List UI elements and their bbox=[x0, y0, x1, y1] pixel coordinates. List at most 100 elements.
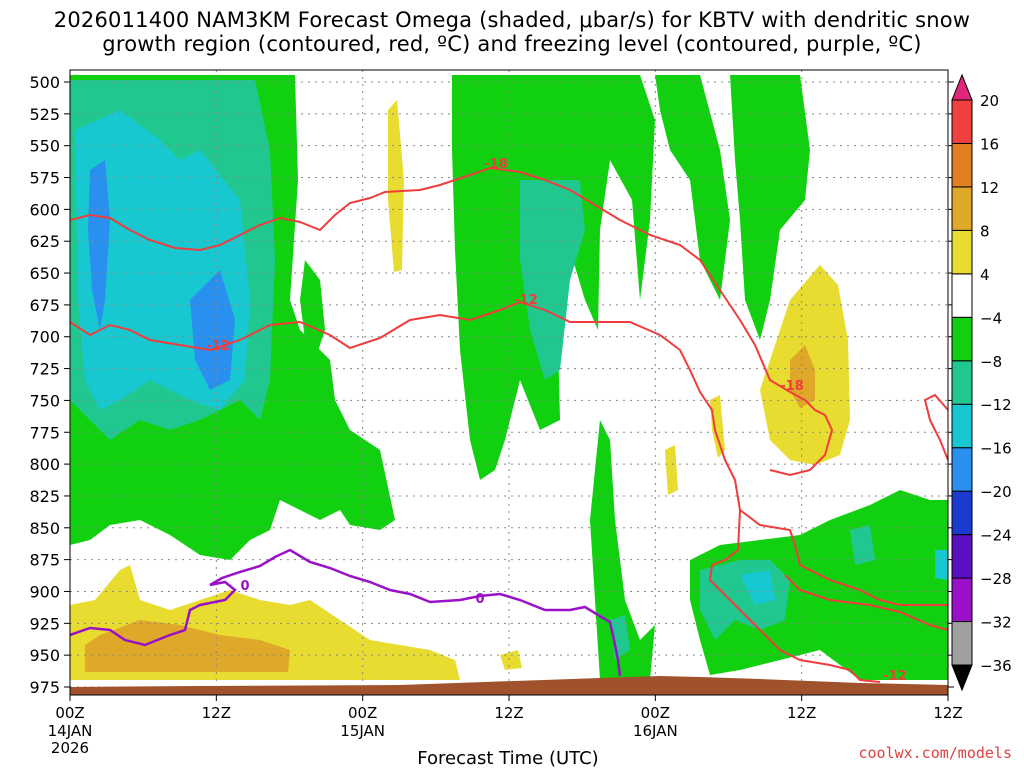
omega-region-blue bbox=[190, 270, 235, 390]
x-tick-label: 00Z bbox=[641, 704, 670, 722]
terrain-surface bbox=[70, 676, 948, 695]
y-tick-label: 800 bbox=[29, 455, 60, 474]
dgz-contour-minus12 bbox=[70, 300, 881, 683]
colorbar-segment bbox=[951, 403, 973, 449]
colorbar-label: −36 bbox=[980, 657, 1012, 675]
dgz-contour-minus18-right bbox=[923, 393, 948, 461]
omega-region-teal bbox=[520, 180, 585, 380]
y-tick-label: 900 bbox=[29, 582, 60, 601]
y-tick-label: 875 bbox=[29, 551, 60, 570]
omega-region-yellow bbox=[665, 445, 678, 495]
colorbar-segment bbox=[951, 186, 973, 231]
contour-label: -18 bbox=[484, 157, 508, 172]
y-tick-label: 750 bbox=[29, 391, 60, 410]
x-tick-date: 15JAN bbox=[340, 722, 385, 740]
colorbar-label: −12 bbox=[980, 396, 1012, 414]
dgz-contour-minus12-right bbox=[784, 574, 948, 631]
colorbar-segment bbox=[951, 621, 973, 666]
x-tick-label: 12Z bbox=[787, 704, 816, 722]
y-tick-label: 500 bbox=[29, 73, 60, 92]
x-tick-date: 16JAN bbox=[633, 722, 678, 740]
colorbar-segment bbox=[951, 490, 973, 536]
colorbar-label: 8 bbox=[980, 222, 990, 240]
omega-region-green bbox=[655, 75, 730, 300]
colorbar-segment bbox=[951, 534, 973, 579]
colorbar-segment bbox=[951, 577, 973, 623]
colorbar-label: −4 bbox=[980, 309, 1002, 327]
colorbar-label: −32 bbox=[980, 614, 1012, 632]
y-tick-label: 525 bbox=[29, 105, 60, 124]
omega-region-cyan bbox=[935, 550, 948, 580]
contour-label: 0 bbox=[240, 579, 249, 594]
omega-region-green bbox=[590, 420, 655, 680]
x-tick-label: 12Z bbox=[933, 704, 962, 722]
chart-title-line-1: 2026011400 NAM3KM Forecast Omega (shaded… bbox=[53, 8, 971, 32]
x-tick-label: 00Z bbox=[348, 704, 377, 722]
contour-label: 0 bbox=[475, 592, 484, 607]
x-tick-label: 12Z bbox=[202, 704, 231, 722]
omega-region-orange bbox=[790, 345, 815, 408]
omega-region-yellow bbox=[710, 395, 725, 458]
omega-region-yellow bbox=[500, 650, 522, 670]
colorbar-label: −24 bbox=[980, 527, 1012, 545]
y-tick-label: 625 bbox=[29, 232, 60, 251]
colorbar-label: −28 bbox=[980, 570, 1012, 588]
y-tick-label: 775 bbox=[29, 423, 60, 442]
omega-shading bbox=[70, 75, 948, 680]
freezing-level-contours bbox=[70, 548, 622, 677]
y-tick-label: 925 bbox=[29, 614, 60, 633]
dgz-contour-lower bbox=[739, 509, 948, 606]
contour-label: -18 bbox=[780, 379, 804, 394]
x-tick-year: 2026 bbox=[51, 739, 89, 757]
colorbar-segment bbox=[951, 142, 973, 188]
y-tick-label: 550 bbox=[29, 137, 60, 156]
colorbar-label: 12 bbox=[980, 179, 999, 197]
x-tick-date: 14JAN bbox=[48, 722, 93, 740]
y-tick-label: 675 bbox=[29, 296, 60, 315]
dgz-contour-minus18 bbox=[70, 166, 834, 477]
colorbar-label: −20 bbox=[980, 483, 1012, 501]
y-tick-label: 700 bbox=[29, 328, 60, 347]
x-tick-label: 12Z bbox=[494, 704, 523, 722]
omega-region-green bbox=[690, 490, 948, 680]
y-tick-label: 850 bbox=[29, 519, 60, 538]
contour-label: -12 bbox=[206, 339, 230, 354]
omega-region-green bbox=[300, 260, 325, 360]
freezing-level-line bbox=[70, 548, 622, 677]
colorbar-label: −8 bbox=[980, 353, 1002, 371]
colorbar-segment bbox=[951, 316, 973, 362]
credit-text: coolwx.com/models bbox=[858, 744, 1012, 762]
y-tick-label: 575 bbox=[29, 169, 60, 188]
omega-region-green bbox=[730, 75, 810, 340]
chart-title-line-2: growth region (contoured, red, ºC) and f… bbox=[102, 32, 922, 56]
y-tick-label: 600 bbox=[29, 200, 60, 219]
contour-label: -12 bbox=[514, 293, 538, 308]
y-tick-label: 725 bbox=[29, 360, 60, 379]
dgz-contours bbox=[70, 166, 948, 683]
colorbar-segment bbox=[951, 229, 973, 275]
omega-region-blue bbox=[88, 160, 110, 330]
colorbar-arrow-bottom bbox=[951, 664, 973, 692]
colorbar-arrow-top bbox=[951, 73, 973, 101]
colorbar-label: 20 bbox=[980, 92, 999, 110]
y-axis: 500 525 550 575 600 625 650 675 700 725 750 775 800 8… bbox=[29, 73, 954, 697]
x-tick-label: 00Z bbox=[55, 704, 84, 722]
y-tick-label: 825 bbox=[29, 487, 60, 506]
colorbar-label: 16 bbox=[980, 135, 999, 153]
colorbar: 20 16 12 8 4 −4 −8 −12 −16 −20 −24 −28 −32 −36 bbox=[951, 73, 1012, 692]
colorbar-segment bbox=[951, 273, 973, 318]
colorbar-label: 4 bbox=[980, 266, 990, 284]
colorbar-segment bbox=[951, 99, 973, 144]
contour-labels: -18 -12 -12 -18 -12 0 0 bbox=[206, 157, 907, 684]
y-tick-label: 650 bbox=[29, 264, 60, 283]
colorbar-segment bbox=[951, 360, 973, 405]
x-axis-label: Forecast Time (UTC) bbox=[417, 748, 598, 768]
omega-region-orange bbox=[85, 620, 290, 672]
contour-label: -12 bbox=[883, 669, 907, 684]
omega-region-teal bbox=[850, 525, 875, 565]
y-tick-label: 950 bbox=[29, 646, 60, 665]
omega-region-yellow bbox=[388, 100, 404, 272]
omega-region-cyan bbox=[740, 570, 775, 605]
